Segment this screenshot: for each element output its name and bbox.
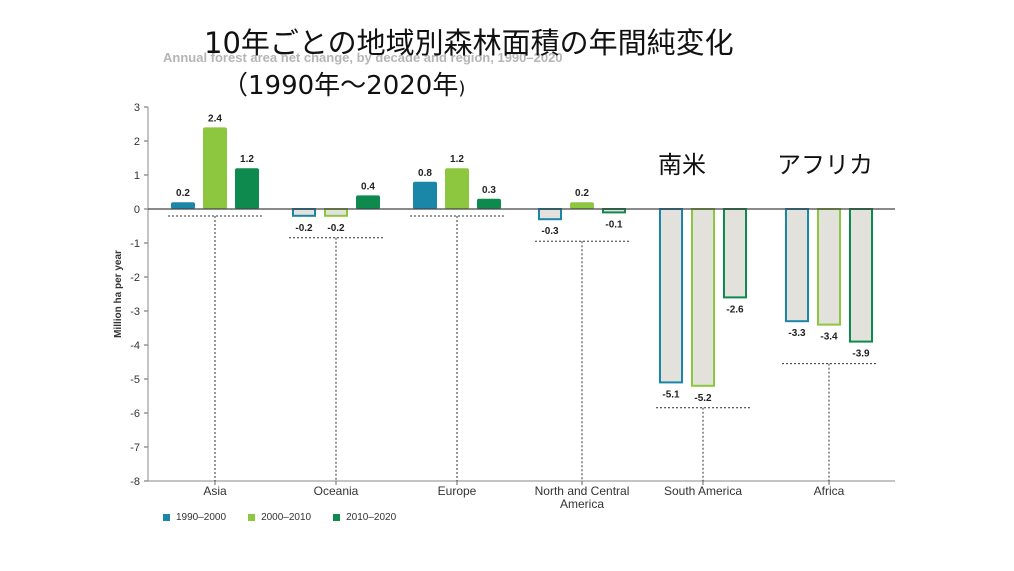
south-america-annotation: 南米	[658, 151, 706, 179]
bar-negative	[659, 208, 683, 384]
bar-negative	[691, 208, 715, 387]
data-label: 0.2	[575, 188, 589, 199]
subtitle-close-paren: )	[458, 78, 466, 99]
data-label: 0.2	[176, 188, 190, 199]
x-category-label: Africa	[814, 484, 845, 498]
y-tick-label: 3	[134, 102, 140, 114]
bar-positive	[356, 195, 380, 209]
y-tick-label: -4	[130, 340, 140, 352]
y-tick-label: 2	[134, 136, 140, 148]
data-label: -0.2	[327, 223, 345, 234]
legend-swatch-series1	[163, 514, 170, 521]
data-label: -5.2	[694, 393, 712, 404]
page-subtitle: （1990年～2020年)	[222, 70, 465, 105]
data-label: 1.2	[240, 154, 254, 165]
africa-annotation: アフリカ	[777, 151, 873, 179]
y-tick-label: 0	[134, 204, 140, 216]
legend-label-series1: 1990–2000	[176, 512, 227, 523]
y-tick-label: -1	[130, 238, 140, 250]
bar-positive	[570, 202, 594, 209]
bar-negative	[849, 208, 873, 343]
data-label: 0.3	[482, 185, 496, 196]
bar-positive	[477, 198, 501, 209]
bar-positive	[203, 127, 227, 209]
bar-negative	[538, 208, 562, 221]
bar-negative	[785, 208, 809, 323]
bar-negative	[817, 208, 841, 326]
page-title: 10年ごとの地域別森林面積の年間純変化	[204, 26, 734, 60]
y-axis-label: Million ha per year	[113, 250, 124, 338]
y-tick-label: -3	[130, 306, 140, 318]
bar-positive	[445, 168, 469, 209]
data-label: 2.4	[208, 113, 222, 124]
y-tick-label: -6	[130, 408, 140, 420]
data-label: 1.2	[450, 154, 464, 165]
subtitle-years: （1990年～2020年	[222, 71, 459, 101]
data-label: 0.8	[418, 168, 432, 179]
y-tick-label: 1	[134, 170, 140, 182]
x-category-label: America	[560, 497, 604, 511]
y-tick-label: -2	[130, 272, 140, 284]
bar-positive	[235, 168, 259, 209]
y-tick-label: -7	[130, 442, 140, 454]
legend-item-series2: 2000–2010	[248, 512, 311, 523]
x-category-label: Oceania	[314, 484, 359, 498]
bar-negative	[723, 208, 747, 299]
data-label: -3.3	[788, 328, 806, 339]
bar-negative	[292, 208, 316, 217]
original-chart-title: Annual forest area net change, by decade…	[163, 50, 563, 65]
bar-positive	[413, 181, 437, 209]
legend-label-series3: 2010–2020	[346, 512, 397, 523]
x-category-label: South America	[664, 484, 742, 498]
data-label: -5.1	[662, 389, 680, 400]
chart-legend: 1990–2000 2000–2010 2010–2020	[163, 512, 396, 523]
legend-item-series3: 2010–2020	[333, 512, 396, 523]
data-label: -2.6	[726, 304, 744, 315]
bar-negative	[324, 208, 348, 217]
legend-label-series2: 2000–2010	[261, 512, 312, 523]
bar-positive	[171, 202, 195, 209]
legend-swatch-series3	[333, 514, 341, 521]
data-label: -3.4	[820, 332, 838, 343]
y-tick-label: -8	[130, 476, 140, 488]
data-label: -3.9	[852, 349, 870, 360]
data-label: 0.4	[361, 181, 375, 192]
y-tick-label: -5	[130, 374, 140, 386]
data-label: -0.3	[541, 226, 559, 237]
x-category-label: Europe	[438, 484, 477, 498]
data-label: -0.1	[605, 219, 623, 230]
legend-item-series1: 1990–2000	[163, 512, 226, 523]
x-category-label: Asia	[203, 484, 227, 498]
legend-swatch-series2	[248, 514, 256, 521]
x-category-label: North and Central	[535, 484, 630, 498]
data-label: -0.2	[295, 223, 313, 234]
